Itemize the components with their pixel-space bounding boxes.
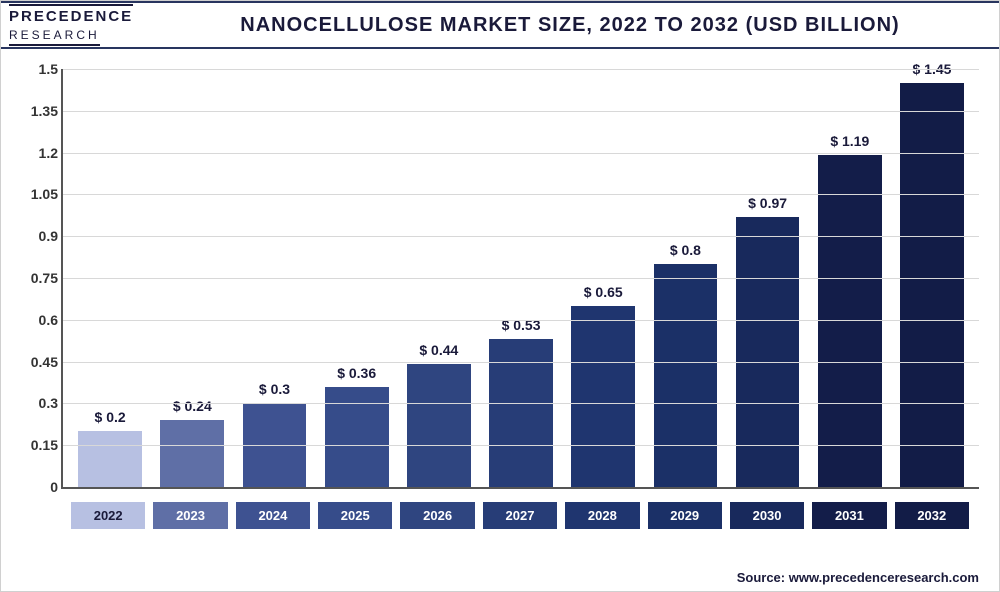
y-tick-label: 0.9 bbox=[13, 228, 58, 244]
x-axis-label: 2031 bbox=[812, 502, 886, 529]
x-axis-label: 2030 bbox=[730, 502, 804, 529]
logo-line-1: PRECEDENCE bbox=[9, 4, 133, 25]
y-tick-label: 0.3 bbox=[13, 395, 58, 411]
bar bbox=[736, 217, 800, 487]
grid-line bbox=[63, 403, 979, 404]
y-tick-label: 0 bbox=[13, 479, 58, 495]
x-axis-label: 2029 bbox=[648, 502, 722, 529]
logo: PRECEDENCE RESEARCH bbox=[9, 4, 149, 46]
bar bbox=[325, 387, 389, 487]
bar bbox=[818, 155, 882, 487]
bar bbox=[407, 364, 471, 487]
bar bbox=[654, 264, 718, 487]
x-axis-label: 2032 bbox=[895, 502, 969, 529]
chart-title: NANOCELLULOSE MARKET SIZE, 2022 TO 2032 … bbox=[149, 14, 991, 37]
grid-line bbox=[63, 362, 979, 363]
grid-line bbox=[63, 194, 979, 195]
bar-value-label: $ 0.97 bbox=[731, 195, 805, 211]
bar-value-label: $ 0.3 bbox=[237, 381, 311, 397]
bar bbox=[78, 431, 142, 487]
y-tick-label: 0.15 bbox=[13, 437, 58, 453]
y-tick-label: 0.6 bbox=[13, 312, 58, 328]
grid-line bbox=[63, 445, 979, 446]
y-tick-label: 1.35 bbox=[13, 103, 58, 119]
source-text: Source: www.precedenceresearch.com bbox=[737, 570, 979, 585]
x-axis-label: 2026 bbox=[400, 502, 474, 529]
header-bar: PRECEDENCE RESEARCH NANOCELLULOSE MARKET… bbox=[1, 1, 999, 49]
x-axis-label: 2022 bbox=[71, 502, 145, 529]
bar-value-label: $ 0.2 bbox=[73, 409, 147, 425]
y-tick-label: 1.05 bbox=[13, 186, 58, 202]
plot-region: $ 0.2$ 0.24$ 0.3$ 0.36$ 0.44$ 0.53$ 0.65… bbox=[61, 69, 979, 489]
grid-line bbox=[63, 278, 979, 279]
grid-line bbox=[63, 236, 979, 237]
bar-value-label: $ 0.44 bbox=[402, 342, 476, 358]
x-axis-label: 2024 bbox=[236, 502, 310, 529]
y-tick-label: 0.45 bbox=[13, 354, 58, 370]
y-tick-label: 1.5 bbox=[13, 61, 58, 77]
bar-value-label: $ 0.65 bbox=[566, 284, 640, 300]
bar-value-label: $ 1.19 bbox=[813, 133, 887, 149]
y-tick-label: 0.75 bbox=[13, 270, 58, 286]
y-tick-label: 1.2 bbox=[13, 145, 58, 161]
grid-line bbox=[63, 69, 979, 70]
grid-line bbox=[63, 153, 979, 154]
x-axis-labels: 2022 2023 2024 2025 2026 2027 2028 2029 2030 2031… bbox=[61, 502, 979, 529]
bar bbox=[160, 420, 224, 487]
bar-value-label: $ 0.8 bbox=[648, 242, 722, 258]
x-axis-label: 2027 bbox=[483, 502, 557, 529]
logo-line-2: RESEARCH bbox=[9, 28, 100, 46]
chart-area: $ 0.2$ 0.24$ 0.3$ 0.36$ 0.44$ 0.53$ 0.65… bbox=[1, 59, 999, 539]
x-axis-label: 2025 bbox=[318, 502, 392, 529]
x-axis-label: 2028 bbox=[565, 502, 639, 529]
bar-value-label: $ 0.36 bbox=[320, 365, 394, 381]
bar bbox=[900, 83, 964, 487]
grid-line bbox=[63, 320, 979, 321]
bar bbox=[571, 306, 635, 487]
x-axis-label: 2023 bbox=[153, 502, 227, 529]
bar-value-label: $ 0.24 bbox=[155, 398, 229, 414]
grid-line bbox=[63, 111, 979, 112]
